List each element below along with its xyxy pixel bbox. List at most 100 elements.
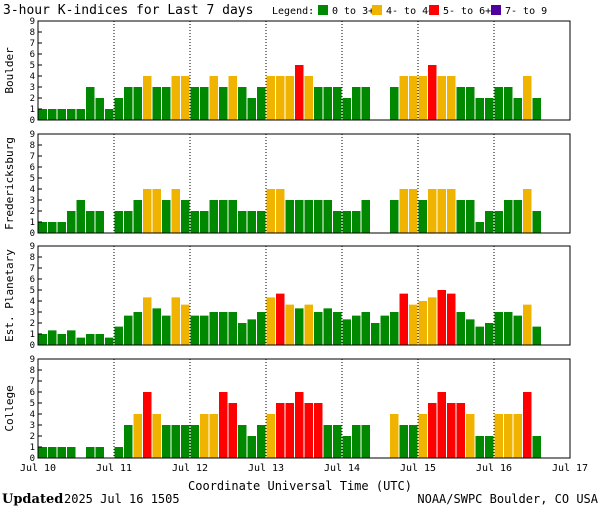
k-bar [276, 293, 285, 345]
k-bar [418, 76, 427, 120]
y-tick-label: 2 [30, 319, 35, 329]
k-bar [399, 189, 408, 233]
k-bar [466, 319, 475, 345]
y-tick-label: 9 [30, 355, 35, 365]
legend-item-label: 4- to 4+ [386, 6, 434, 17]
k-bar [361, 87, 370, 120]
k-bar [266, 414, 275, 458]
k-bar [390, 414, 399, 458]
k-bar [285, 200, 294, 233]
y-tick-label: 0 [30, 454, 35, 464]
legend-item-label: 7- to 9 [505, 6, 547, 17]
chart-title: 3-hour K-indices for Last 7 days [3, 3, 253, 18]
k-bar [361, 425, 370, 458]
k-bar [95, 98, 104, 120]
k-bar [247, 98, 256, 120]
legend-swatch-2 [372, 5, 382, 15]
k-bar [352, 425, 361, 458]
k-bar [67, 447, 76, 458]
k-bar [190, 425, 199, 458]
k-bar [266, 297, 275, 345]
k-bar [523, 304, 532, 345]
k-bar [333, 312, 342, 345]
k-bar [76, 337, 85, 345]
k-bar [409, 189, 418, 233]
k-bar [247, 319, 256, 345]
k-bar [295, 200, 304, 233]
k-bar [67, 330, 76, 345]
k-bar [456, 200, 465, 233]
y-tick-label: 3 [30, 196, 35, 206]
k-bar [124, 211, 133, 233]
k-bar [418, 414, 427, 458]
k-bar [342, 436, 351, 458]
k-bar [342, 211, 351, 233]
k-bar [447, 293, 456, 345]
k-bar [532, 98, 541, 120]
k-bar [456, 312, 465, 345]
y-tick-label: 8 [30, 366, 35, 376]
k-bar [409, 76, 418, 120]
k-bar [504, 200, 513, 233]
y-tick-label: 1 [30, 443, 35, 453]
y-tick-label: 1 [30, 105, 35, 115]
y-tick-label: 4 [30, 185, 35, 195]
k-bar [361, 200, 370, 233]
k-bar [143, 392, 152, 458]
k-bar [437, 392, 446, 458]
k-bar [124, 315, 133, 345]
k-bar [295, 308, 304, 345]
k-bar [323, 425, 332, 458]
k-bar [57, 447, 66, 458]
y-tick-label: 8 [30, 141, 35, 151]
k-bar [171, 76, 180, 120]
k-bar [95, 447, 104, 458]
k-bar [475, 326, 484, 345]
x-tick-label: Jul 11 [96, 463, 132, 474]
k-bar [380, 315, 389, 345]
k-bar [323, 200, 332, 233]
k-bar [219, 312, 228, 345]
k-bar [475, 222, 484, 233]
y-tick-label: 6 [30, 163, 35, 173]
k-bar [285, 403, 294, 458]
k-bar [475, 436, 484, 458]
y-tick-label: 0 [30, 116, 35, 126]
legend-swatch-3 [429, 5, 439, 15]
k-bar [181, 425, 190, 458]
panel-label: Boulder [3, 47, 16, 94]
k-bar [209, 76, 218, 120]
k-bar [513, 414, 522, 458]
k-bar [200, 414, 209, 458]
y-tick-label: 6 [30, 388, 35, 398]
x-tick-label: Jul 14 [324, 463, 360, 474]
k-bar [257, 211, 266, 233]
k-bar [57, 334, 66, 345]
x-axis: Jul 10 Jul 11 Jul 12 Jul 13 Jul 14 Jul 15 Jul … [20, 463, 588, 474]
y-tick-label: 4 [30, 297, 35, 307]
k-bar [447, 189, 456, 233]
source-credit: NOAA/SWPC Boulder, CO USA [417, 492, 598, 506]
k-bar [276, 189, 285, 233]
x-tick-label: Jul 17 [552, 463, 588, 474]
k-bar [181, 76, 190, 120]
k-bar [504, 414, 513, 458]
k-bar [504, 87, 513, 120]
k-bar [114, 98, 123, 120]
k-bar [133, 312, 142, 345]
k-bar [276, 76, 285, 120]
k-bar [466, 414, 475, 458]
k-bar [114, 211, 123, 233]
updated-time: 2025 Jul 16 1505 [64, 492, 180, 506]
k-bar [38, 109, 47, 120]
k-bar [124, 87, 133, 120]
k-bar [124, 425, 133, 458]
k-bar [342, 319, 351, 345]
k-bar [200, 211, 209, 233]
k-bar [162, 200, 171, 233]
k-bar [466, 87, 475, 120]
k-bar [323, 87, 332, 120]
k-bar [57, 222, 66, 233]
k-bar [133, 414, 142, 458]
